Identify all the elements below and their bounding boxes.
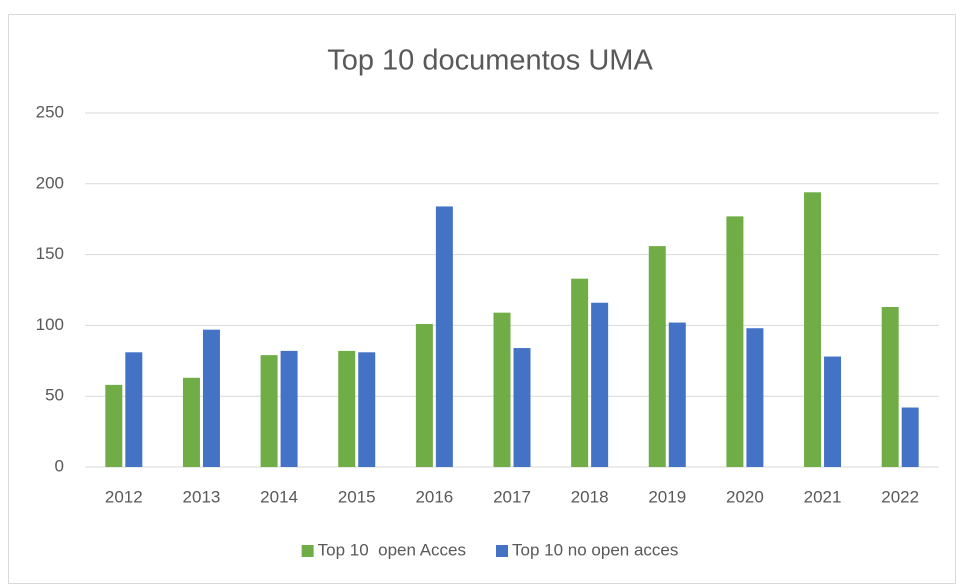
x-tick-label: 2013 <box>183 487 221 506</box>
x-tick-label: 2014 <box>260 487 298 506</box>
bar <box>105 384 123 467</box>
bar <box>202 329 220 467</box>
x-tick-label: 2018 <box>571 487 609 506</box>
bar <box>280 350 298 467</box>
bar <box>260 355 278 467</box>
bar <box>804 192 822 467</box>
x-tick-label: 2022 <box>881 487 919 506</box>
bar <box>338 350 356 467</box>
bar <box>571 278 589 467</box>
x-tick-label: 2017 <box>493 487 531 506</box>
bar <box>648 246 666 467</box>
chart-border <box>8 14 956 584</box>
y-tick-label: 0 <box>55 456 64 475</box>
x-tick-label: 2020 <box>726 487 764 506</box>
bar <box>746 328 764 467</box>
y-tick-label: 100 <box>36 315 64 334</box>
bar <box>358 352 376 467</box>
bar <box>726 216 744 467</box>
bar <box>182 377 200 467</box>
bar <box>881 306 899 467</box>
bar <box>591 302 609 467</box>
bar <box>901 407 919 467</box>
x-tick-label: 2012 <box>105 487 143 506</box>
legend-swatch <box>496 545 509 557</box>
y-tick-label: 200 <box>36 173 64 192</box>
legend-label: Top 10 no open acces <box>512 540 678 559</box>
legend-swatch <box>301 545 314 557</box>
bar <box>493 312 511 467</box>
x-tick-label: 2019 <box>648 487 686 506</box>
bar <box>435 206 453 467</box>
x-tick-label: 2021 <box>804 487 842 506</box>
bar <box>513 348 531 467</box>
bar <box>415 323 433 467</box>
x-tick-label: 2016 <box>415 487 453 506</box>
legend-label: Top 10 open Acces <box>318 540 466 559</box>
y-tick-label: 50 <box>45 386 64 405</box>
bar <box>668 322 686 467</box>
chart-title: Top 10 documentos UMA <box>327 45 653 77</box>
bar <box>125 352 143 467</box>
x-tick-label: 2015 <box>338 487 376 506</box>
bar <box>824 356 842 467</box>
y-tick-label: 250 <box>36 102 64 121</box>
y-tick-label: 150 <box>36 244 64 263</box>
